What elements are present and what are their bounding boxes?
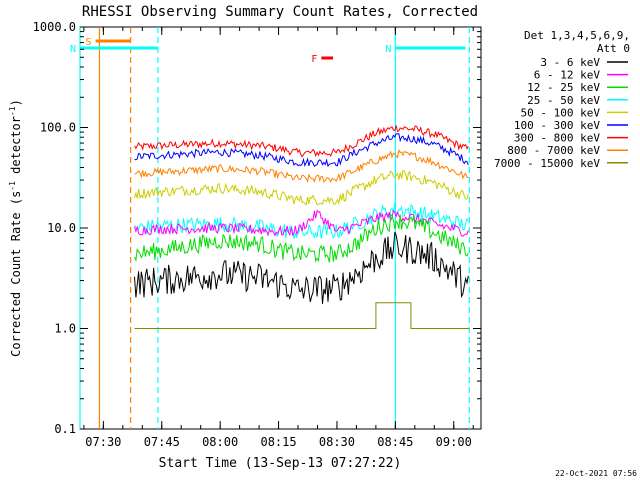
- y-axis-label-sup1: -1: [8, 181, 17, 191]
- flag-label: N: [70, 44, 76, 55]
- y-tick-label: 0.1: [54, 422, 76, 436]
- legend-entry-label: 300 - 800 keV: [514, 132, 600, 145]
- series-line: [134, 125, 469, 158]
- y-axis-label: Corrected Count Rate (s-1 detector-1): [8, 99, 23, 357]
- legend-entry-label: 6 - 12 keV: [534, 69, 601, 82]
- x-tick-label: 08:45: [377, 435, 413, 449]
- flag-label: N: [385, 44, 391, 55]
- y-tick-label: 100.0: [40, 121, 76, 135]
- legend-header-line1: Det 1,3,4,5,6,9,: [524, 29, 630, 42]
- y-axis-label-sup2: -1: [8, 106, 17, 116]
- x-tick-label: 07:30: [85, 435, 121, 449]
- x-axis-ticks: 07:30 07:45 08:00 08:15 08:30 08:45 09:00: [83, 27, 474, 449]
- legend-entry-label: 800 - 7000 keV: [507, 144, 600, 157]
- legend-entry-label: 25 - 50 keV: [527, 94, 600, 107]
- y-axis-ticks: 0.1 1.0 10.0 100.0 1000.0: [33, 20, 481, 436]
- series-line: [134, 133, 469, 168]
- y-tick-label: 10.0: [47, 221, 76, 235]
- series-line: [134, 148, 469, 184]
- series-line: [134, 302, 470, 329]
- y-axis-label-main: Corrected Count Rate (s: [9, 191, 23, 357]
- legend-entry-label: 3 - 6 keV: [540, 56, 600, 69]
- generation-timestamp: 22-Oct-2021 07:56: [555, 469, 637, 478]
- x-tick-label: 09:00: [436, 435, 472, 449]
- legend-entry-label: 100 - 300 keV: [514, 119, 600, 132]
- series-line: [134, 170, 469, 206]
- y-tick-label: 1.0: [54, 322, 76, 336]
- series-line: [134, 231, 469, 304]
- y-axis-label-end: ): [9, 99, 23, 106]
- flag-label: F: [311, 54, 317, 65]
- x-tick-label: 08:30: [319, 435, 355, 449]
- y-axis-label-mid: detector: [9, 116, 23, 181]
- x-tick-label: 07:45: [144, 435, 180, 449]
- flag-bars: SN NF: [70, 37, 466, 65]
- x-axis-label: Start Time (13-Sep-13 07:27:22): [159, 456, 402, 471]
- legend-header-line2: Att 0: [597, 42, 630, 55]
- series-lines: [134, 125, 470, 329]
- chart-title: RHESSI Observing Summary Count Rates, Co…: [82, 4, 478, 20]
- time-markers: [79, 27, 470, 429]
- legend-entry-label: 50 - 100 keV: [521, 106, 601, 119]
- series-line: [134, 213, 469, 263]
- series-line: [134, 209, 469, 237]
- y-tick-label: 1000.0: [33, 20, 76, 34]
- legend-entry-label: 7000 - 15000 keV: [494, 157, 600, 170]
- x-tick-label: 08:00: [202, 435, 238, 449]
- legend-entry-label: 12 - 25 keV: [527, 81, 600, 94]
- flag-label: S: [86, 37, 92, 48]
- x-tick-label: 08:15: [260, 435, 296, 449]
